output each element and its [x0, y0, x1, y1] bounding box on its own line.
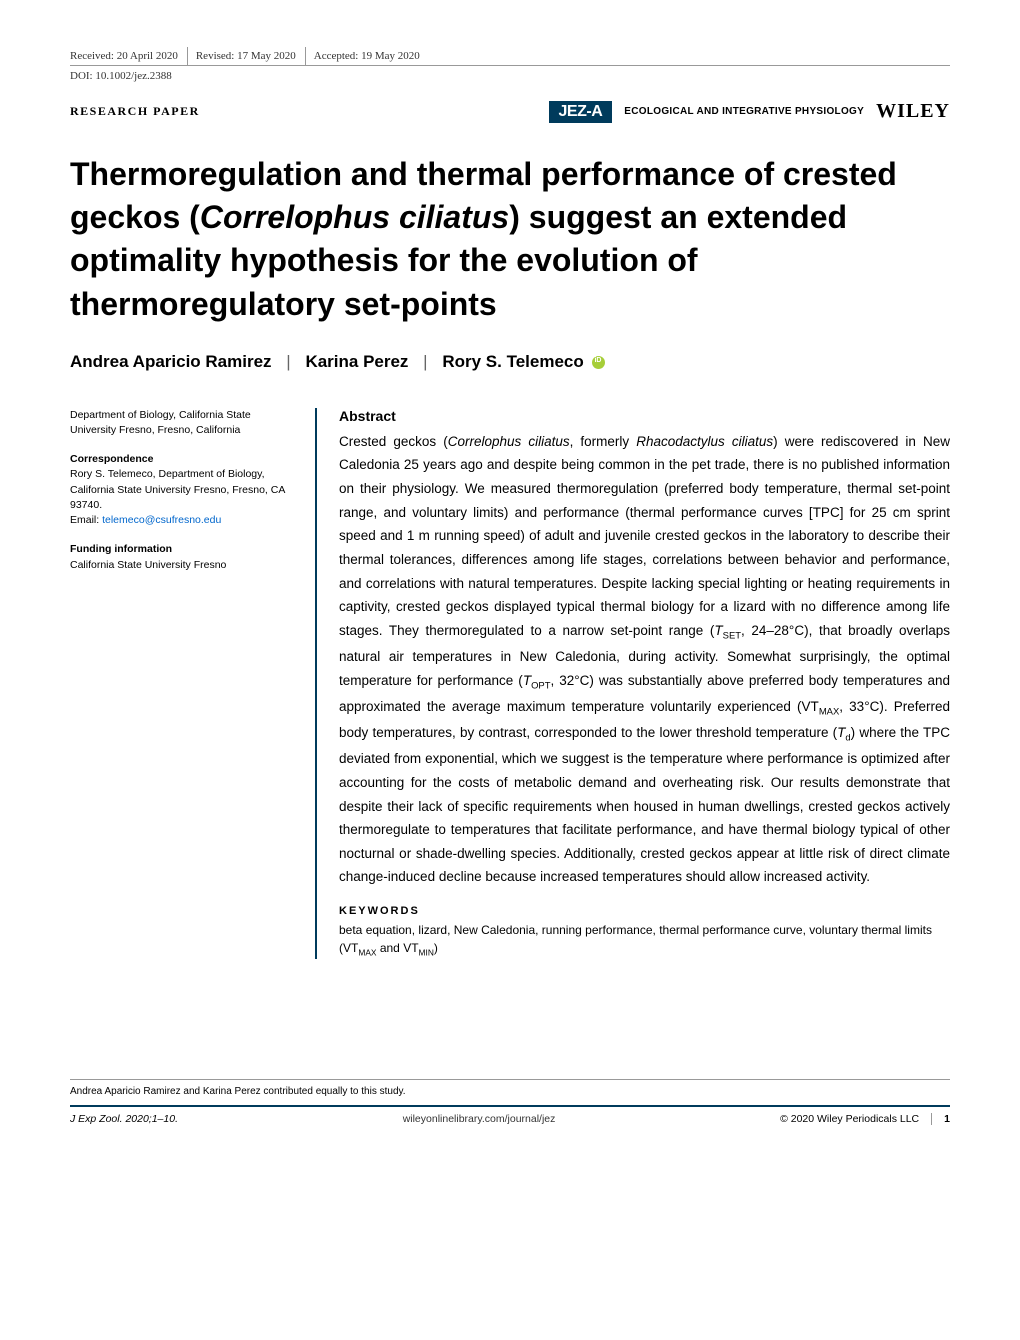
accepted-date: Accepted: 19 May 2020: [314, 50, 438, 62]
sidebar-metadata: Department of Biology, California State …: [70, 408, 315, 959]
abstract-column: Abstract Crested geckos (Correlophus cil…: [315, 408, 950, 959]
revised-date: Revised: 17 May 2020: [196, 50, 314, 62]
footer-citation: J Exp Zool. 2020;1–10.: [70, 1113, 178, 1125]
page-number: 1: [931, 1113, 950, 1125]
correspondence-body: Rory S. Telemeco, Department of Biology,…: [70, 467, 295, 513]
author-separator: |: [423, 352, 427, 371]
footer-url[interactable]: wileyonlinelibrary.com/journal/jez: [403, 1113, 556, 1125]
keywords-body: beta equation, lizard, New Caledonia, ru…: [339, 921, 950, 959]
doi: DOI: 10.1002/jez.2388: [70, 70, 950, 82]
meta-dates: Received: 20 April 2020 Revised: 17 May …: [70, 50, 950, 66]
footer-copyright: © 2020 Wiley Periodicals LLC: [780, 1113, 919, 1125]
author-list: Andrea Aparicio Ramirez | Karina Perez |…: [70, 352, 950, 372]
article-title: Thermoregulation and thermal performance…: [70, 153, 950, 326]
email-label: Email:: [70, 514, 102, 526]
author-2: Karina Perez: [305, 352, 408, 371]
funding-body: California State University Fresno: [70, 558, 295, 573]
wiley-logo: WILEY: [876, 100, 950, 123]
received-date: Received: 20 April 2020: [70, 50, 196, 62]
article-category: RESEARCH PAPER: [70, 104, 200, 119]
affiliation: Department of Biology, California State …: [70, 408, 295, 438]
fun| ding-label: Funding information: [70, 542, 295, 557]
contribution-footnote: Andrea Aparicio Ramirez and Karina Perez…: [70, 1079, 950, 1097]
abstract-heading: Abstract: [339, 408, 950, 424]
correspondence-email[interactable]: telemeco@csufresno.edu: [102, 514, 221, 526]
author-separator: |: [286, 352, 290, 371]
header-row: RESEARCH PAPER JEZ-A ECOLOGICAL AND INTE…: [70, 100, 950, 123]
journal-branding: JEZ-A ECOLOGICAL AND INTEGRATIVE PHYSIOL…: [549, 100, 950, 123]
orcid-icon[interactable]: [592, 356, 605, 369]
keywords-heading: KEYWORDS: [339, 905, 950, 917]
correspondence-label: Correspondence: [70, 452, 295, 467]
jez-logo: JEZ-A: [549, 101, 613, 123]
jez-subtitle: ECOLOGICAL AND INTEGRATIVE PHYSIOLOGY: [624, 106, 864, 117]
abstract-body: Crested geckos (Correlophus ciliatus, fo…: [339, 430, 950, 889]
author-3: Rory S. Telemeco: [442, 352, 583, 371]
author-1: Andrea Aparicio Ramirez: [70, 352, 272, 371]
page-footer: J Exp Zool. 2020;1–10. wileyonlinelibrar…: [70, 1105, 950, 1125]
